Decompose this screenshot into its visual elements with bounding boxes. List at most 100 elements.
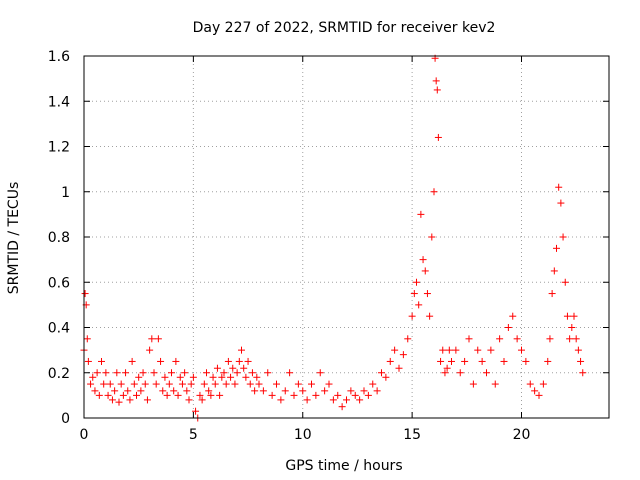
- data-point: [448, 357, 455, 365]
- data-point: [242, 373, 250, 381]
- data-point: [439, 346, 447, 354]
- data-point: [356, 396, 364, 404]
- data-point: [277, 396, 285, 404]
- data-point: [205, 387, 213, 395]
- data-point: [244, 357, 252, 365]
- data-point: [553, 244, 560, 252]
- data-point: [148, 335, 156, 343]
- data-point: [286, 369, 294, 377]
- data-point: [189, 373, 197, 381]
- x-axis-label: GPS time / hours: [285, 458, 402, 474]
- data-point: [273, 380, 280, 388]
- data-point: [382, 373, 390, 381]
- data-point: [143, 396, 151, 404]
- data-point: [395, 364, 403, 372]
- data-point: [130, 380, 138, 388]
- data-point: [522, 357, 530, 365]
- data-point: [373, 387, 381, 395]
- data-point: [557, 199, 565, 207]
- data-point: [163, 391, 171, 399]
- data-points: [80, 54, 587, 422]
- data-point: [500, 357, 508, 365]
- data-point: [303, 396, 311, 404]
- data-point: [364, 391, 372, 399]
- data-point: [211, 380, 219, 388]
- data-point: [325, 380, 333, 388]
- data-point: [165, 380, 173, 388]
- y-tick-label: 0: [61, 411, 70, 427]
- x-tick-label: 10: [294, 427, 312, 443]
- data-point: [294, 380, 302, 388]
- data-point: [369, 380, 377, 388]
- data-point: [347, 387, 355, 395]
- data-point: [213, 364, 221, 372]
- y-tick-label: 0.6: [48, 275, 70, 291]
- data-point: [152, 380, 160, 388]
- data-point: [312, 391, 320, 399]
- data-point: [87, 380, 95, 388]
- data-point: [203, 369, 210, 377]
- data-point: [504, 324, 512, 331]
- data-point: [248, 369, 256, 377]
- data-point: [246, 380, 254, 388]
- data-point: [469, 380, 477, 388]
- data-point: [426, 312, 434, 320]
- data-point: [128, 357, 136, 365]
- data-point: [157, 357, 165, 365]
- data-point: [360, 387, 368, 395]
- axis-ticks: 0 5 10 15 20 0 0.2 0.4 0.6 0.8 1 1.2 1.4 1.6: [48, 49, 609, 443]
- data-point: [423, 290, 431, 298]
- y-tick-label: 0.2: [48, 366, 70, 382]
- data-point: [233, 369, 241, 377]
- data-point: [452, 346, 460, 354]
- data-point: [216, 391, 224, 399]
- data-point: [386, 357, 394, 365]
- data-point: [430, 188, 438, 196]
- data-point: [124, 387, 132, 395]
- data-point: [170, 387, 178, 395]
- data-point: [432, 77, 440, 85]
- data-point: [321, 387, 329, 395]
- data-point: [83, 335, 91, 343]
- data-point: [185, 396, 193, 404]
- data-point: [546, 335, 554, 343]
- data-point: [518, 346, 525, 354]
- x-tick-label: 20: [513, 427, 531, 443]
- y-tick-label: 0.4: [48, 321, 70, 337]
- data-point: [111, 387, 119, 395]
- data-point: [290, 391, 298, 399]
- data-point: [122, 369, 130, 377]
- data-point: [207, 391, 215, 399]
- data-point: [192, 407, 200, 415]
- data-point: [222, 380, 230, 388]
- data-point: [229, 364, 237, 372]
- data-point: [419, 256, 427, 264]
- data-point: [187, 380, 195, 388]
- data-point: [572, 335, 580, 343]
- data-point: [181, 369, 189, 377]
- data-point: [119, 391, 127, 399]
- data-point: [117, 380, 125, 388]
- data-point: [428, 233, 436, 241]
- x-tick-label: 15: [403, 427, 421, 443]
- data-point: [89, 373, 97, 381]
- data-point: [146, 346, 154, 354]
- data-point: [461, 357, 469, 365]
- y-tick-label: 0.8: [48, 230, 70, 246]
- y-tick-label: 1.6: [48, 49, 70, 65]
- data-point: [172, 357, 180, 365]
- data-point: [224, 357, 232, 365]
- data-point: [474, 346, 482, 354]
- data-point: [135, 373, 143, 381]
- data-point: [81, 290, 89, 298]
- data-point: [174, 391, 182, 399]
- data-point: [84, 357, 92, 365]
- data-point: [240, 364, 248, 372]
- y-tick-label: 1: [61, 185, 70, 201]
- y-tick-label: 1.4: [48, 94, 70, 110]
- data-point: [579, 369, 587, 377]
- x-tick-label: 0: [80, 427, 89, 443]
- data-point: [577, 357, 585, 365]
- data-point: [531, 387, 539, 395]
- data-point: [235, 357, 243, 365]
